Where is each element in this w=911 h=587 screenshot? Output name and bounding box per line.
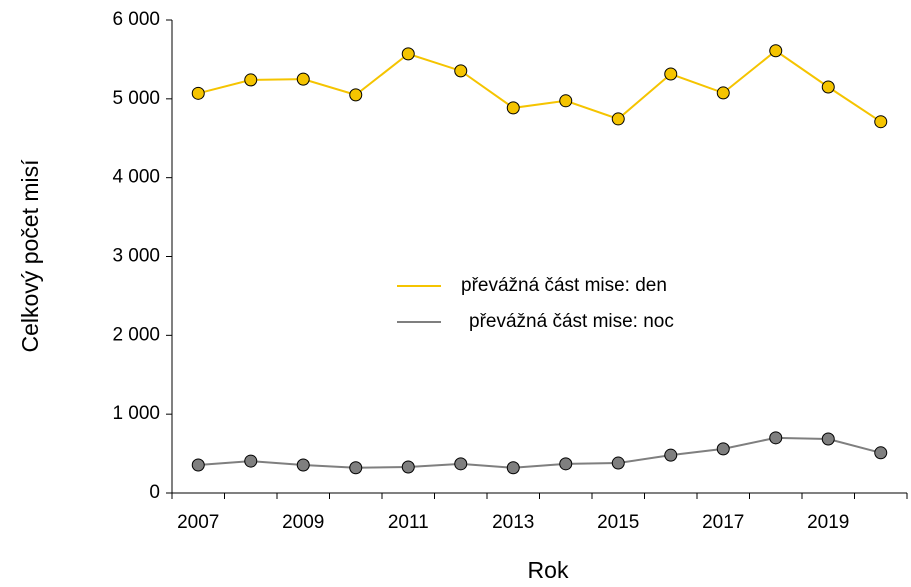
x-tick-label: 2017 [702,512,744,533]
data-point [769,431,783,445]
series-line [198,49,882,123]
data-point [349,461,363,475]
data-point [454,64,468,78]
data-point [244,454,258,468]
data-point [191,458,205,472]
data-point [559,457,573,471]
data-point [821,432,835,446]
x-tick-label: 2015 [597,512,639,533]
x-tick-label: 2009 [282,512,324,533]
legend-label: převážná část mise: den [461,275,667,296]
data-point [716,442,730,456]
data-point [401,460,415,474]
data-point [191,86,205,100]
data-point [821,80,835,94]
data-point [874,446,888,460]
data-point [244,73,258,87]
y-tick-label: 1 000 [112,403,160,424]
series-line [198,436,882,469]
data-point [874,115,888,129]
data-point [664,448,678,462]
x-tick-label: 2007 [177,512,219,533]
data-point [401,47,415,61]
data-point [296,72,310,86]
data-point [664,67,678,81]
data-point [769,44,783,58]
y-tick-label: 3 000 [112,246,160,267]
y-tick-label: 2 000 [112,324,160,345]
y-tick-label: 6 000 [112,9,160,30]
y-tick-label: 5 000 [112,88,160,109]
data-point [611,112,625,126]
y-tick-label: 0 [149,482,160,503]
data-point [611,456,625,470]
x-axis-label: Rok [528,557,569,583]
data-point [506,461,520,475]
y-axis-label: Celkový počet misí [17,159,43,353]
x-tick-label: 2019 [807,512,849,533]
data-point [559,94,573,108]
data-point [454,457,468,471]
x-tick-label: 2013 [492,512,534,533]
data-point [716,86,730,100]
data-point [349,88,363,102]
x-tick-label: 2011 [388,512,429,533]
y-tick-label: 4 000 [112,167,160,188]
data-point [506,101,520,115]
data-point [296,458,310,472]
legend-label: převážná část mise: noc [469,311,674,332]
